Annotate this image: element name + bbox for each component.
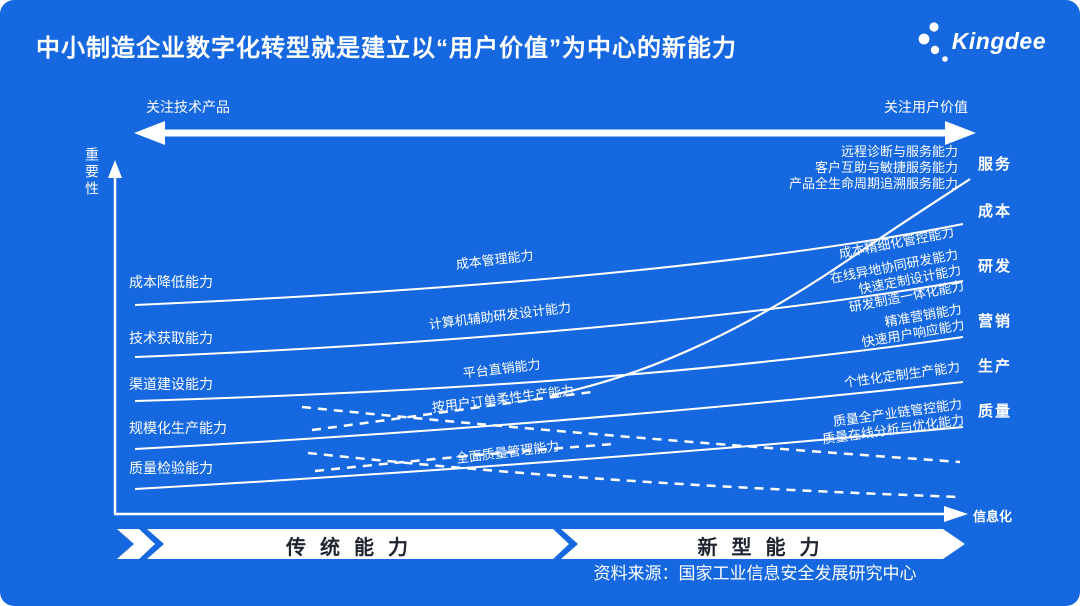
banner-new-label: 新型能力 xyxy=(697,537,834,559)
curve-dashed-declining-2 xyxy=(307,451,961,499)
source-text: 资料来源：国家工业信息安全发展研究中心 xyxy=(593,564,917,583)
curve-quality xyxy=(134,426,964,490)
curve-dashed-rising-1 xyxy=(311,390,593,432)
curve-production xyxy=(134,381,964,450)
label-focus-tech: 关注技术产品 xyxy=(146,99,230,115)
category-service: 服务 xyxy=(978,156,1013,173)
page-title: 中小制造企业数字化转型就是建立以“用户价值”为中心的新能力 xyxy=(36,35,737,62)
capability-left-tech: 技术获取能力 xyxy=(129,330,213,346)
category-marketing: 营销 xyxy=(978,313,1013,330)
banner-traditional-label: 传统能力 xyxy=(286,537,422,559)
curve-marketing xyxy=(134,336,964,402)
capability-left-channel: 渠道建设能力 xyxy=(129,376,213,392)
category-production: 生产 xyxy=(978,358,1013,375)
x-axis-arrow-icon xyxy=(944,506,968,522)
banner-new-chevron-icon xyxy=(531,529,569,559)
y-axis-arrow-icon xyxy=(108,160,122,178)
kingdee-dots-icon xyxy=(918,16,952,66)
category-quality: 质量 xyxy=(978,403,1013,420)
kingdee-wordmark: Kingdee xyxy=(951,27,1046,54)
curve-dashed-declining-1 xyxy=(301,405,961,464)
capability-service-3: 产品全生命周期追溯服务能力 xyxy=(788,176,958,191)
cluster-service-new: 远程诊断与服务能力 客户互助与敏捷服务能力 产品全生命周期追溯服务能力 xyxy=(789,144,958,192)
arrow-head-right-icon xyxy=(945,121,976,145)
curve-service-steep xyxy=(551,178,971,397)
kingdee-logo: Kingdee xyxy=(918,16,1046,66)
x-axis-label: 信息化 xyxy=(973,509,1013,524)
arrow-head-left-icon xyxy=(134,121,165,145)
banner-new-shape xyxy=(561,529,965,559)
banner-traditional-shape xyxy=(147,529,558,559)
curve-cost xyxy=(134,223,964,306)
curve-dashed-rising-2 xyxy=(314,442,616,473)
y-axis-label: 重要性 xyxy=(84,147,100,198)
label-focus-user: 关注用户价值 xyxy=(884,99,968,115)
capability-service-1: 远程诊断与服务能力 xyxy=(840,144,958,159)
category-cost: 成本 xyxy=(978,203,1013,220)
banner-traditional-chevron-icon xyxy=(117,529,155,559)
capability-left-scale: 规模化生产能力 xyxy=(129,420,227,436)
curve-rd xyxy=(134,280,964,358)
category-rd: 研发 xyxy=(978,258,1013,275)
capability-left-cost: 成本降低能力 xyxy=(129,274,213,290)
capability-service-2: 客户互助与敏捷服务能力 xyxy=(814,160,958,175)
capability-left-quality: 质量检验能力 xyxy=(129,460,213,476)
